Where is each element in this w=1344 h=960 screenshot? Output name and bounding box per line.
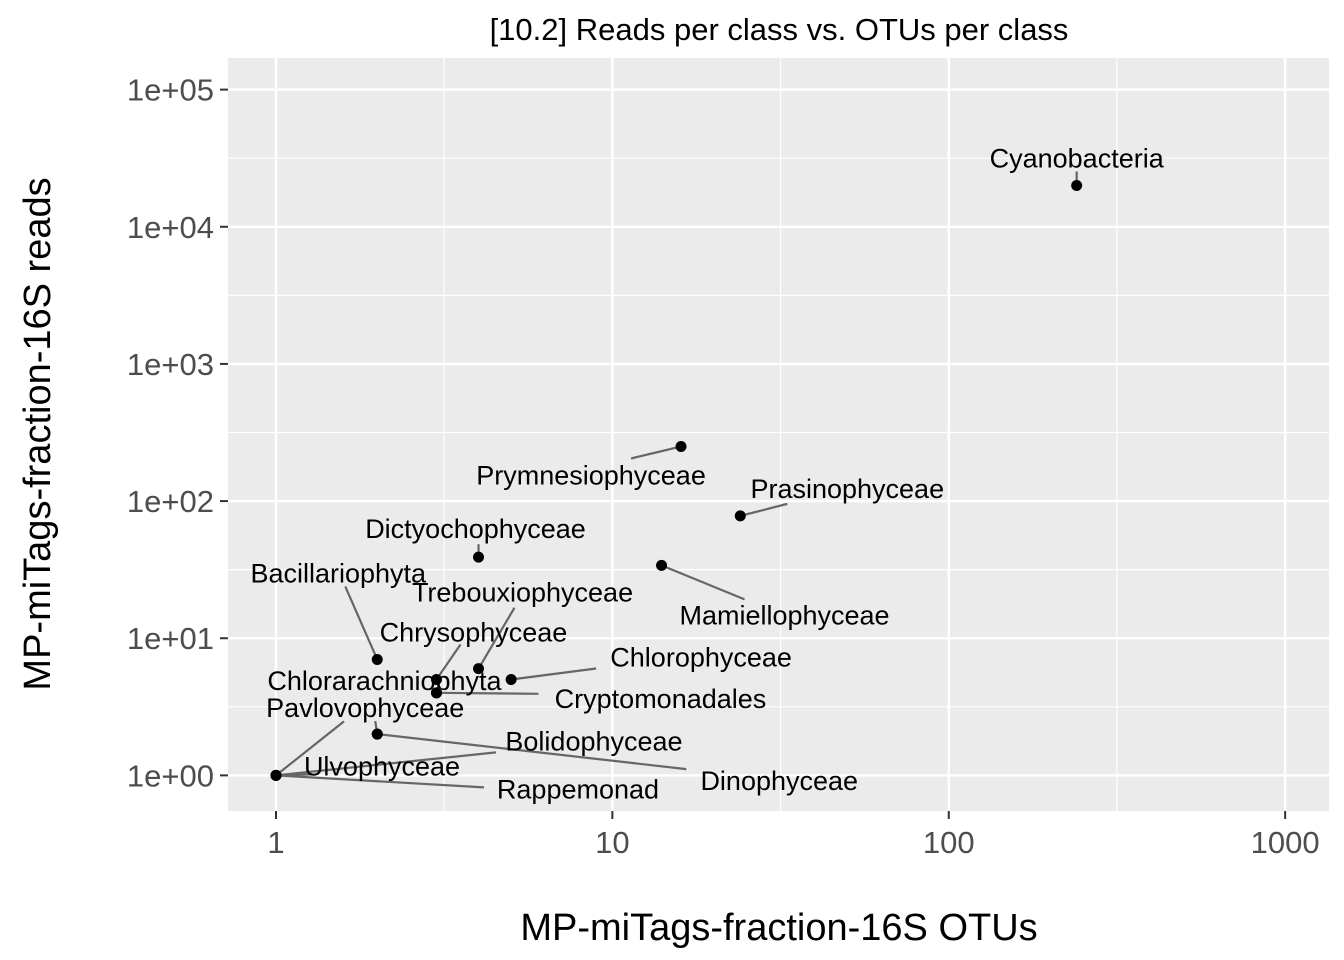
data-point bbox=[430, 687, 442, 699]
label-connector bbox=[344, 586, 379, 660]
point-label: Prymnesiophyceae bbox=[476, 460, 706, 490]
point-label: Rappemonad bbox=[497, 774, 659, 804]
point-label: Mamiellophyceae bbox=[679, 600, 889, 630]
point-label: Dictyochophyceae bbox=[365, 514, 586, 544]
label-connector bbox=[377, 733, 687, 771]
label-connector bbox=[275, 751, 497, 777]
chart-title: [10.2] Reads per class vs. OTUs per clas… bbox=[490, 12, 1069, 47]
label-connector bbox=[510, 667, 597, 681]
label-connector bbox=[477, 607, 516, 670]
label-connector bbox=[435, 643, 462, 681]
x-tick-label: 1000 bbox=[1251, 825, 1320, 860]
label-connector bbox=[630, 445, 682, 460]
point-label: Cryptomonadales bbox=[555, 684, 767, 714]
point-label: Chrysophyceae bbox=[380, 618, 568, 648]
data-point bbox=[656, 559, 668, 571]
label-connectors bbox=[275, 171, 1078, 789]
data-point bbox=[473, 551, 485, 563]
data-point bbox=[430, 674, 442, 686]
data-point bbox=[1071, 179, 1083, 191]
point-label: Prasinophyceae bbox=[750, 474, 944, 504]
point-label: Bolidophyceae bbox=[505, 726, 682, 756]
data-point bbox=[505, 674, 517, 686]
point-label: Ulvophyceae bbox=[304, 751, 460, 781]
y-tick-label: 1e+05 bbox=[127, 73, 214, 108]
y-tick-label: 1e+03 bbox=[127, 347, 214, 382]
point-label: Bacillariophyta bbox=[250, 558, 427, 588]
y-tick-label: 1e+02 bbox=[127, 484, 214, 519]
label-connector bbox=[275, 720, 345, 777]
data-point bbox=[270, 769, 282, 781]
x-tick-label: 100 bbox=[923, 825, 975, 860]
point-labels: Cyanobacteria Prymnesiophyceae Prasinophyc… bbox=[250, 143, 1164, 804]
point-label: Chlorophyceae bbox=[610, 643, 792, 673]
data-points bbox=[270, 179, 1083, 781]
label-connector bbox=[740, 502, 788, 517]
y-axis: 1e+00 1e+01 1e+02 1e+03 1e+04 1e+05 bbox=[127, 73, 228, 793]
label-connector bbox=[436, 691, 539, 695]
data-point bbox=[371, 728, 383, 740]
y-tick-label: 1e+00 bbox=[127, 758, 214, 793]
y-axis-title: MP-miTags-fraction-16S reads bbox=[17, 177, 59, 690]
point-label: Trebouxiophyceae bbox=[412, 578, 633, 608]
data-point bbox=[371, 653, 383, 665]
data-point bbox=[473, 663, 485, 675]
y-tick-label: 1e+01 bbox=[127, 621, 214, 656]
data-point bbox=[675, 440, 687, 452]
point-label: Pavlovophyceae bbox=[266, 693, 464, 723]
point-label: Cyanobacteria bbox=[990, 143, 1165, 173]
y-tick-label: 1e+04 bbox=[127, 210, 214, 245]
label-connector bbox=[275, 774, 485, 789]
minor-gridlines bbox=[228, 58, 1329, 811]
x-axis-title: MP-miTags-fraction-16S OTUs bbox=[520, 907, 1037, 949]
x-tick-label: 10 bbox=[595, 825, 629, 860]
major-gridlines bbox=[228, 58, 1329, 811]
label-connector bbox=[661, 564, 745, 601]
point-label: Chlorarachniophyta bbox=[267, 666, 502, 696]
point-label: Dinophyceae bbox=[700, 766, 858, 796]
x-tick-label: 1 bbox=[267, 825, 284, 860]
data-point bbox=[734, 510, 746, 522]
plot-panel bbox=[228, 58, 1329, 811]
x-axis: 1 10 100 1000 bbox=[267, 811, 1320, 860]
